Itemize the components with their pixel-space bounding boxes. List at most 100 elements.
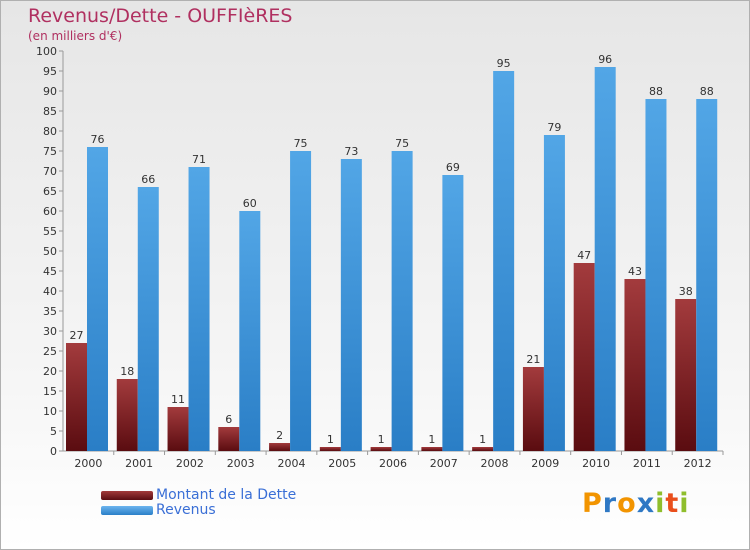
value-label-dette: 18 — [120, 365, 134, 378]
x-tick-label: 2007 — [430, 457, 458, 470]
value-label-dette: 1 — [327, 433, 334, 446]
value-label-dette: 43 — [628, 265, 642, 278]
x-tick-label: 2002 — [176, 457, 204, 470]
x-tick-label: 2010 — [582, 457, 610, 470]
legend-label-revenus: Revenus — [156, 502, 216, 518]
bar-dette — [675, 299, 697, 451]
bar-revenus — [543, 135, 565, 451]
value-label-revenus: 96 — [598, 53, 612, 66]
y-tick-label: 0 — [50, 445, 57, 458]
value-label-dette: 1 — [479, 433, 486, 446]
value-label-dette: 1 — [378, 433, 385, 446]
chart-title: Revenus/Dette - OUFFIèRES — [28, 5, 293, 27]
value-label-revenus: 73 — [344, 145, 358, 158]
y-tick-label: 70 — [43, 165, 57, 178]
y-tick-label: 20 — [43, 365, 57, 378]
legend-swatch-dette — [101, 491, 153, 500]
bar-dette — [573, 263, 595, 451]
y-tick-label: 100 — [36, 45, 57, 58]
value-label-revenus: 71 — [192, 153, 206, 166]
bar-revenus — [645, 99, 667, 451]
logo-letter: r — [602, 488, 618, 519]
y-tick-label: 95 — [43, 65, 57, 78]
value-label-revenus: 88 — [700, 85, 714, 98]
x-tick-label: 2009 — [531, 457, 559, 470]
y-tick-label: 80 — [43, 125, 57, 138]
value-label-dette: 47 — [577, 249, 591, 262]
y-tick-label: 60 — [43, 205, 57, 218]
value-label-revenus: 66 — [141, 173, 155, 186]
logo-letter: x — [636, 488, 656, 519]
value-label-dette: 1 — [428, 433, 435, 446]
chart-subtitle: (en milliers d'€) — [28, 29, 123, 43]
value-label-revenus: 79 — [547, 121, 561, 134]
logo-letter: P — [582, 488, 603, 519]
x-tick-label: 2005 — [328, 457, 356, 470]
y-tick-label: 85 — [43, 105, 57, 118]
y-tick-label: 5 — [50, 425, 57, 438]
y-tick-label: 75 — [43, 145, 57, 158]
x-tick-label: 2006 — [379, 457, 407, 470]
bar-dette — [624, 279, 646, 451]
value-label-dette: 38 — [679, 285, 693, 298]
bar-dette — [66, 343, 87, 451]
value-label-revenus: 60 — [243, 197, 257, 210]
bar-revenus — [239, 211, 261, 451]
logo-letter: t — [665, 488, 680, 519]
bar-dette — [370, 447, 392, 451]
value-label-revenus: 95 — [497, 57, 511, 70]
value-label-dette: 11 — [171, 393, 185, 406]
bar-revenus — [137, 187, 159, 451]
bar-revenus — [340, 159, 362, 451]
value-label-revenus: 88 — [649, 85, 663, 98]
y-tick-label: 45 — [43, 265, 57, 278]
y-tick-label: 65 — [43, 185, 57, 198]
bar-revenus — [290, 151, 312, 451]
bar-revenus — [493, 71, 515, 451]
value-label-dette: 6 — [225, 413, 232, 426]
value-label-revenus: 75 — [294, 137, 308, 150]
bar-dette — [421, 447, 443, 451]
value-label-revenus: 76 — [91, 133, 105, 146]
bar-revenus — [594, 67, 616, 451]
bar-revenus — [87, 147, 108, 451]
x-tick-label: 2011 — [633, 457, 661, 470]
x-tick-label: 2008 — [481, 457, 509, 470]
bar-dette — [218, 427, 240, 451]
bar-revenus — [188, 167, 210, 451]
bar-revenus — [442, 175, 464, 451]
legend-label-dette: Montant de la Dette — [156, 487, 297, 503]
y-tick-label: 90 — [43, 85, 57, 98]
y-tick-label: 15 — [43, 385, 57, 398]
value-label-dette: 27 — [70, 329, 84, 342]
legend-swatch-revenus — [101, 506, 153, 515]
x-tick-label: 2001 — [125, 457, 153, 470]
x-tick-label: 2012 — [684, 457, 712, 470]
y-tick-label: 25 — [43, 345, 57, 358]
bar-dette — [116, 379, 138, 451]
x-tick-label: 2004 — [277, 457, 305, 470]
bar-dette — [319, 447, 341, 451]
value-label-dette: 21 — [526, 353, 540, 366]
logo-letter: o — [617, 488, 637, 519]
bar-dette — [167, 407, 189, 451]
y-tick-label: 55 — [43, 225, 57, 238]
value-label-revenus: 75 — [395, 137, 409, 150]
y-tick-label: 35 — [43, 305, 57, 318]
bar-dette — [269, 443, 291, 451]
y-tick-label: 10 — [43, 405, 57, 418]
y-tick-label: 30 — [43, 325, 57, 338]
bar-dette — [472, 447, 494, 451]
value-label-revenus: 69 — [446, 161, 460, 174]
y-tick-label: 40 — [43, 285, 57, 298]
x-tick-label: 2000 — [74, 457, 102, 470]
x-tick-label: 2003 — [227, 457, 255, 470]
logo-letter: i — [679, 488, 690, 519]
bar-revenus — [696, 99, 718, 451]
proxiti-logo: Proxiti — [582, 488, 690, 519]
logo-letter: i — [655, 488, 666, 519]
y-tick-label: 50 — [43, 245, 57, 258]
bar-dette — [522, 367, 544, 451]
